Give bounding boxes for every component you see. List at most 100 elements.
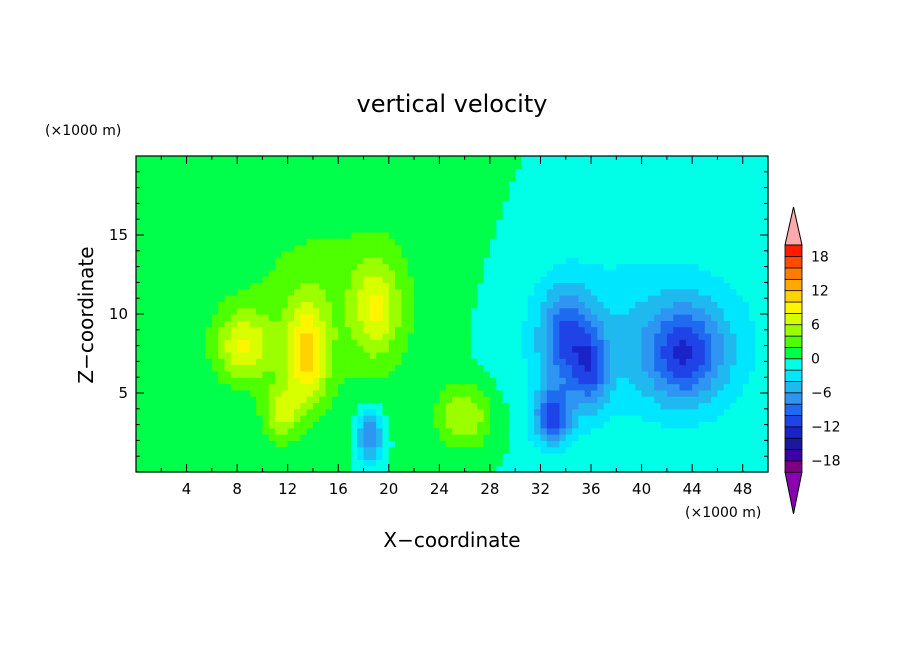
field-cell <box>167 427 175 435</box>
field-cell <box>692 282 700 290</box>
field-cell <box>249 377 257 385</box>
field-cell <box>553 225 561 233</box>
field-cell <box>388 301 396 309</box>
field-cell <box>249 200 257 208</box>
field-cell <box>300 370 308 378</box>
field-cell <box>224 200 232 208</box>
field-cell <box>401 257 409 265</box>
field-cell <box>205 263 213 271</box>
field-cell <box>192 465 200 473</box>
field-cell <box>736 187 744 195</box>
field-cell <box>673 370 681 378</box>
field-cell <box>489 257 497 265</box>
field-cell <box>527 314 535 321</box>
field-cell <box>666 156 674 163</box>
field-cell <box>610 446 617 454</box>
field-cell <box>736 364 744 372</box>
field-cell <box>218 244 226 252</box>
field-cell <box>515 465 523 473</box>
field-cell <box>312 219 320 227</box>
field-cell <box>452 187 459 195</box>
field-cell <box>603 345 611 353</box>
field-cell <box>281 187 289 195</box>
field-cell <box>338 301 346 309</box>
field-cell <box>142 402 150 410</box>
field-cell <box>148 276 156 283</box>
field-cell <box>477 238 485 246</box>
field-cell <box>281 320 289 328</box>
field-cell <box>331 187 339 195</box>
field-cell <box>294 377 301 385</box>
field-cell <box>199 345 207 353</box>
field-cell <box>711 295 719 302</box>
field-cell <box>584 301 592 309</box>
field-cell <box>673 402 681 410</box>
field-cell <box>230 314 238 321</box>
field-cell <box>319 301 327 309</box>
field-cell <box>635 168 643 176</box>
field-cell <box>237 244 245 252</box>
field-cell <box>205 250 213 258</box>
field-cell <box>312 231 320 239</box>
field-cell <box>312 364 320 372</box>
field-cell <box>679 320 687 328</box>
field-cell <box>186 440 194 448</box>
field-cell <box>698 288 706 296</box>
field-cell <box>660 421 668 429</box>
field-cell <box>704 314 712 321</box>
field-cell <box>331 320 339 328</box>
field-cell <box>565 187 573 195</box>
field-cell <box>173 307 181 315</box>
field-cell <box>401 168 409 176</box>
field-cell <box>382 434 390 441</box>
field-cell <box>401 162 409 170</box>
field-cell <box>603 351 611 359</box>
field-cell <box>401 415 409 423</box>
field-cell <box>464 200 472 208</box>
field-cell <box>167 421 175 429</box>
field-cell <box>256 200 263 208</box>
field-cell <box>711 326 719 334</box>
field-cell <box>749 320 756 328</box>
field-cell <box>382 174 390 182</box>
field-cell <box>483 320 491 328</box>
field-cell <box>325 282 333 290</box>
field-cell <box>654 225 662 233</box>
field-cell <box>470 453 478 460</box>
field-cell <box>287 345 295 353</box>
field-cell <box>445 174 453 182</box>
field-cell <box>350 181 358 189</box>
field-cell <box>230 276 238 283</box>
field-cell <box>540 156 548 163</box>
field-cell <box>205 320 213 328</box>
field-cell <box>148 402 156 410</box>
field-cell <box>401 383 409 391</box>
field-cell <box>502 377 510 385</box>
field-cell <box>597 200 605 208</box>
field-cell <box>363 402 371 410</box>
field-cell <box>331 212 339 220</box>
field-cell <box>350 219 358 227</box>
field-cell <box>300 408 308 416</box>
field-cell <box>312 351 320 359</box>
field-cell <box>230 364 238 372</box>
field-cell <box>717 383 725 391</box>
field-cell <box>401 440 409 448</box>
field-cell <box>401 427 409 435</box>
field-cell <box>704 156 712 163</box>
field-cell <box>205 200 213 208</box>
field-cell <box>515 193 523 201</box>
field-cell <box>749 339 756 347</box>
field-cell <box>540 276 548 283</box>
field-cell <box>369 181 377 189</box>
field-cell <box>717 174 725 182</box>
field-cell <box>439 276 447 283</box>
field-cell <box>521 181 529 189</box>
field-cell <box>420 415 428 423</box>
field-cell <box>647 377 655 385</box>
field-cell <box>496 282 504 290</box>
field-cell <box>287 162 295 170</box>
field-cell <box>496 295 504 302</box>
field-cell <box>262 459 270 467</box>
field-cell <box>426 225 434 233</box>
